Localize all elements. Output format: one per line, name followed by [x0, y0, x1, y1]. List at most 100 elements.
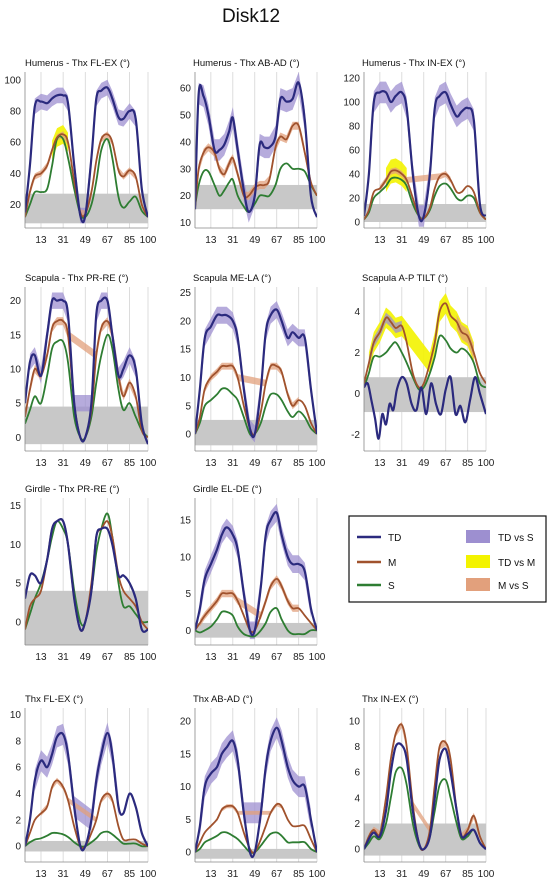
y-tick-label: 100: [343, 98, 360, 109]
plot-area: [364, 293, 486, 440]
x-tick-label: 67: [271, 869, 283, 877]
x-tick-label: 100: [140, 652, 157, 663]
legend: TD M S TD vs S TD vs M M vs S: [348, 515, 547, 603]
plot-area: [195, 301, 317, 443]
panel-11: Thx IN-EX (°) 0 2 4 6 8 10 13 31 49 67 85 100: [349, 694, 495, 877]
x-tick-label: 100: [478, 458, 495, 469]
x-tick-label: 49: [249, 869, 261, 877]
y-tick-label: 10: [10, 540, 22, 551]
y-tick-label: 40: [10, 169, 22, 180]
x-tick-label: 85: [124, 869, 136, 877]
band-td-vs-m: [386, 158, 407, 192]
plot-area: [364, 81, 486, 227]
y-tick-label: 4: [15, 789, 21, 800]
x-tick-label: 67: [271, 458, 283, 469]
x-tick-label: 100: [309, 652, 326, 663]
y-tick-label: 8: [15, 736, 21, 747]
panel-7: Girdle - Thx PR-RE (°) 0 5 10 15 13 31 49 67 85 10…: [10, 484, 157, 663]
legend-entry-m: M: [357, 558, 396, 569]
x-tick-label: 31: [58, 869, 70, 877]
y-tick-label: 20: [180, 191, 192, 202]
x-tick-label: 31: [396, 458, 408, 469]
y-tick-label: 0: [15, 433, 21, 444]
x-tick-label: 67: [440, 869, 452, 877]
y-tick-label: 5: [185, 401, 191, 412]
figure-title: Disk12: [222, 6, 280, 27]
legend-entry-s: S: [357, 581, 395, 592]
y-tick-label: 60: [10, 138, 22, 149]
y-tick-label: 2: [354, 348, 360, 359]
y-tick-label: 10: [180, 218, 192, 229]
y-tick-label: 40: [180, 137, 192, 148]
x-tick-label: 13: [205, 652, 217, 663]
x-tick-label: 67: [102, 235, 114, 246]
y-tick-label: 10: [10, 710, 22, 721]
panel-10: Thx AB-AD (°) 0 5 10 15 20 13 31 49 67 85 100: [180, 694, 326, 877]
x-tick-label: 13: [374, 235, 386, 246]
x-tick-label: 67: [271, 235, 283, 246]
series-line-m: [195, 122, 317, 210]
x-tick-label: 13: [35, 458, 47, 469]
panel-1: Humerus - Thx FL-EX (°) 20 40 60 80 100 13 31 49…: [4, 58, 156, 246]
x-tick-label: 67: [102, 458, 114, 469]
y-tick-label: 60: [349, 146, 361, 157]
x-tick-label: 85: [293, 869, 305, 877]
series-line-s: [364, 334, 486, 392]
x-tick-label: 67: [102, 869, 114, 877]
x-tick-label: 85: [293, 458, 305, 469]
x-tick-label: 13: [35, 869, 47, 877]
y-tick-label: 20: [180, 717, 192, 728]
x-tick-label: 67: [440, 458, 452, 469]
x-tick-label: 85: [462, 235, 474, 246]
y-tick-label: 2: [15, 815, 21, 826]
x-tick-label: 100: [140, 235, 157, 246]
legend-entry-td-vs-m: TD vs M: [466, 555, 535, 569]
y-tick-label: -2: [351, 430, 360, 441]
panel-title: Humerus - Thx AB-AD (°): [193, 58, 300, 69]
series-line-td: [195, 81, 317, 218]
x-tick-label: 13: [35, 235, 47, 246]
band-m-vs-s: [198, 121, 311, 200]
x-tick-label: 100: [478, 869, 495, 877]
y-tick-label: 20: [180, 316, 192, 327]
y-tick-label: 2: [354, 819, 360, 830]
y-tick-label: 40: [349, 170, 361, 181]
x-tick-label: 100: [309, 458, 326, 469]
y-tick-label: 6: [354, 768, 360, 779]
x-tick-label: 49: [80, 458, 92, 469]
plot-area: [364, 721, 486, 852]
x-tick-label: 100: [309, 869, 326, 877]
series-line-s: [195, 607, 317, 638]
legend-label-td: TD: [388, 533, 401, 544]
plot-area: [195, 72, 317, 223]
x-tick-label: 85: [462, 869, 474, 877]
x-tick-label: 31: [227, 869, 239, 877]
panel-title: Thx IN-EX (°): [362, 694, 419, 705]
y-tick-label: 60: [180, 84, 192, 95]
panel-4: Scapula - Thx PR-RE (°) 0 5 10 15 20 13 31 49 67 8…: [10, 273, 157, 469]
x-tick-label: 13: [35, 652, 47, 663]
y-tick-label: 80: [349, 122, 361, 133]
panel-6: Scapula A-P TILT (°) -2 0 2 4 13 31 49 67 85 100: [351, 273, 495, 469]
x-tick-label: 100: [140, 458, 157, 469]
legend-label-td-vs-m: TD vs M: [498, 558, 535, 569]
x-tick-label: 67: [271, 652, 283, 663]
x-tick-label: 85: [124, 235, 136, 246]
legend-swatch-m-vs-s: [466, 578, 490, 591]
band-td-vs-s: [198, 72, 311, 223]
x-tick-label: 49: [249, 652, 261, 663]
y-tick-label: 0: [354, 845, 360, 856]
y-tick-label: 0: [185, 626, 191, 637]
x-tick-label: 31: [227, 235, 239, 246]
x-tick-label: 31: [58, 235, 70, 246]
y-tick-label: 0: [15, 842, 21, 853]
x-tick-label: 31: [396, 235, 408, 246]
y-tick-label: 20: [10, 296, 22, 307]
x-tick-label: 85: [124, 652, 136, 663]
panel-title: Humerus - Thx FL-EX (°): [25, 58, 130, 69]
band-td-vs-s: [34, 722, 119, 831]
y-tick-label: 5: [185, 589, 191, 600]
panel-5: Scapula ME-LA (°) 0 5 10 15 20 25 13 31 49 67 85 100: [180, 273, 326, 469]
y-tick-label: 100: [4, 75, 21, 86]
